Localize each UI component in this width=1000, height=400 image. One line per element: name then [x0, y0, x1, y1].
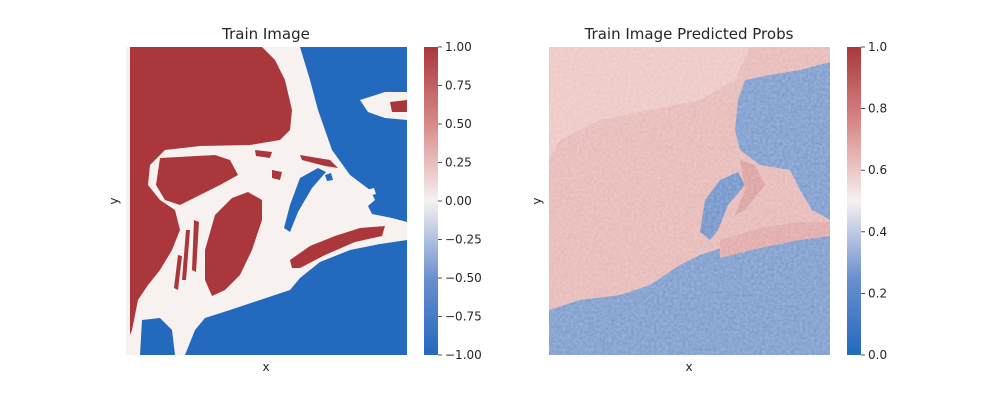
colorbar-tick-label: 0.75	[445, 79, 472, 93]
colorbar-tick-label: 0.50	[445, 117, 472, 131]
region-positive-stroke1	[300, 155, 338, 168]
colorbar-right	[847, 47, 861, 355]
region-positive-thin1	[182, 230, 190, 280]
chart-title-left: Train Image	[221, 25, 310, 43]
colorbar-tick-label: −1.00	[445, 348, 482, 362]
colorbar-ticks-right: 1.0 0.8 0.6 0.4 0.2 0.0	[861, 40, 887, 362]
heatmap-predicted-probs	[549, 47, 830, 355]
colorbar-tick-label: 1.00	[445, 40, 472, 54]
region-negative-streak	[284, 168, 326, 232]
region-positive-center	[205, 192, 262, 296]
colorbar-left	[424, 47, 438, 355]
colorbar-tick-label: 0.6	[868, 163, 887, 177]
region-positive-stroke3	[272, 170, 282, 180]
colorbar-ticks-left: 1.00 0.75 0.50 0.25 0.00 −0.25 −0.50 −0.75 −1.00	[438, 40, 482, 362]
region-positive-main	[130, 47, 292, 335]
texture-noise	[549, 47, 830, 355]
y-axis-label-left: y	[107, 197, 121, 204]
heatmap-train-image	[126, 47, 407, 355]
colorbar-tick-label: 0.0	[868, 348, 887, 362]
region-positive-shelf	[156, 155, 238, 205]
region-positive-strip	[290, 226, 385, 268]
region-positive-thin3	[174, 255, 182, 290]
x-axis-label-left: x	[262, 360, 269, 374]
region-negative-dot	[325, 173, 333, 181]
colorbar-tick-label: −0.75	[445, 310, 482, 324]
chart-title-right: Train Image Predicted Probs	[584, 25, 794, 43]
x-axis-label-right: x	[685, 360, 692, 374]
y-axis-label-right: y	[530, 197, 544, 204]
region-negative-lower	[140, 318, 175, 355]
colorbar-tick-label: −0.50	[445, 271, 482, 285]
colorbar-tick-label: 0.4	[868, 225, 887, 239]
colorbar-tick-label: 1.0	[868, 40, 887, 54]
colorbar-tick-label: 0.00	[445, 194, 472, 208]
colorbar-tick-label: 0.25	[445, 156, 472, 170]
colorbar-tick-label: 0.8	[868, 102, 887, 116]
region-positive-corner	[390, 100, 407, 112]
colorbar-tick-label: −0.25	[445, 233, 482, 247]
region-positive-stroke2	[255, 150, 272, 158]
region-neutral-small	[360, 92, 407, 120]
region-positive-thin2	[192, 220, 199, 272]
region-neutral-dot	[366, 188, 376, 196]
colorbar-tick-label: 0.2	[868, 286, 887, 300]
